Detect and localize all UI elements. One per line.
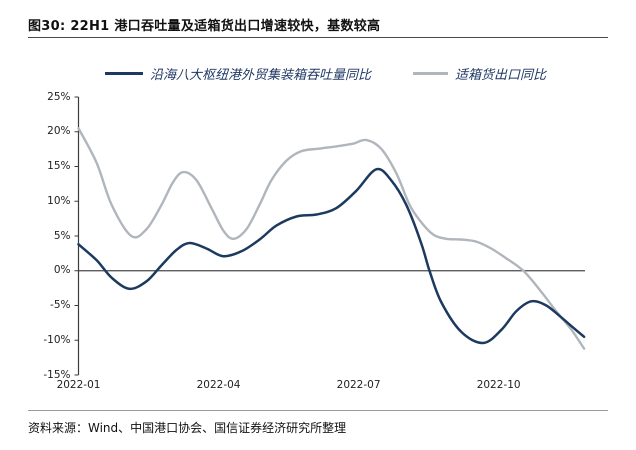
- x-tick-label: 2022-04: [196, 379, 241, 391]
- legend-item-port-throughput: 沿海八大枢纽港外贸集装箱吞吐量同比: [105, 66, 372, 83]
- legend-label-port-throughput: 沿海八大枢纽港外贸集装箱吞吐量同比: [150, 68, 372, 83]
- x-tick-label: 2022-07: [336, 379, 381, 391]
- series-line-0: [77, 167, 586, 345]
- legend-label-export: 适箱货出口同比: [455, 68, 547, 83]
- y-tick-label: 25%: [47, 90, 71, 103]
- y-tick-label: -15%: [43, 368, 71, 381]
- legend-line-sample-throughput-icon: [105, 72, 143, 75]
- figure-source: 资料来源：Wind、中国港口协会、国信证券经济研究所整理: [28, 421, 347, 435]
- figure-title: 图30: 22H1 港口吞吐量及适箱货出口增速较快，基数较高: [28, 19, 381, 34]
- y-tick-label: 10%: [47, 194, 71, 207]
- y-tick-label: 5%: [53, 229, 71, 242]
- source-rule: [28, 410, 608, 411]
- y-tick-label: -10%: [43, 333, 71, 346]
- legend-item-export: 适箱货出口同比: [413, 66, 547, 83]
- y-tick-label: 15%: [47, 160, 71, 172]
- x-tick-label: 2022-10: [476, 379, 521, 391]
- y-tick-label: 0%: [53, 264, 71, 277]
- y-tick-label: -5%: [50, 299, 71, 311]
- y-tick-label: 20%: [47, 125, 71, 138]
- legend-line-sample-export-icon: [413, 72, 448, 75]
- x-tick-label: 2022-01: [56, 379, 101, 391]
- series-line-1: [77, 127, 586, 350]
- title-rule: [28, 37, 608, 38]
